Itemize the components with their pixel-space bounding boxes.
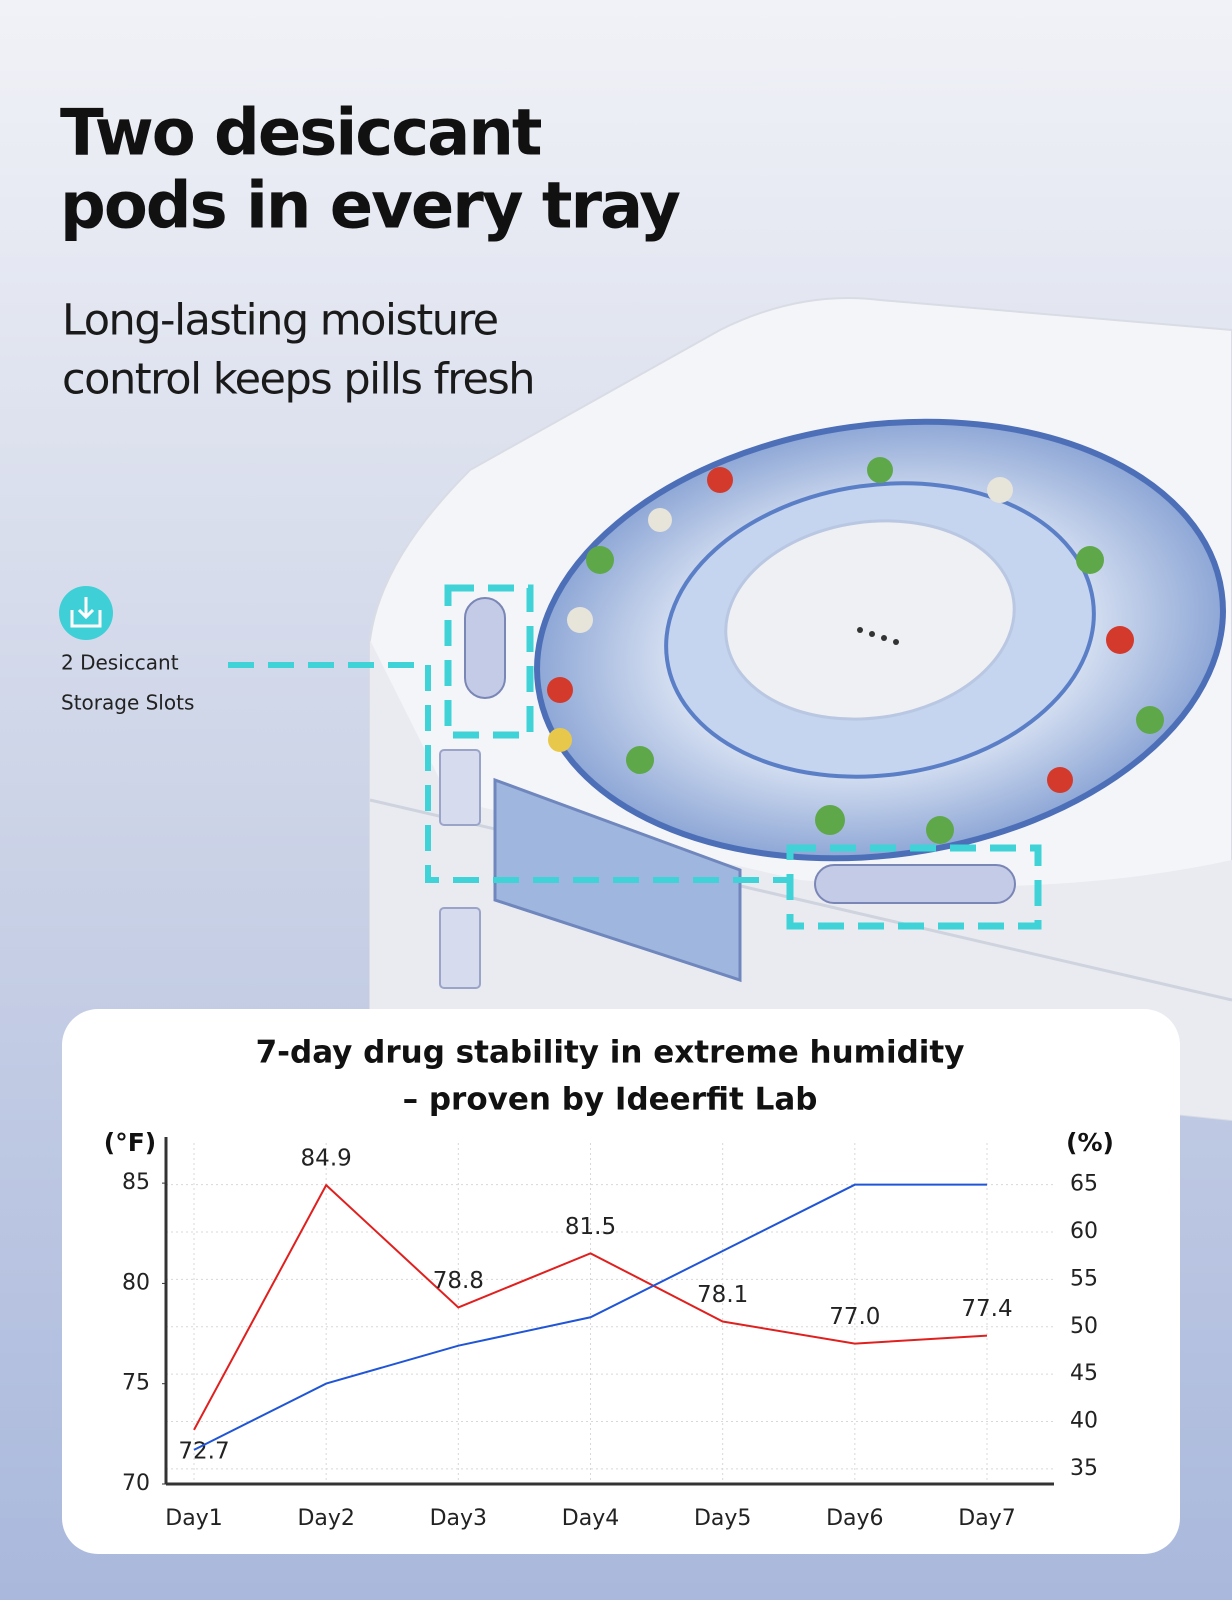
- chart-card: [62, 1009, 1180, 1554]
- data-line: [193, 1183, 987, 1451]
- x-tick-label: Day4: [562, 1506, 619, 1531]
- y2-tick-label: 60: [1070, 1219, 1098, 1244]
- x-tick-label: Day1: [165, 1506, 222, 1531]
- y2-tick-label: 45: [1070, 1361, 1098, 1386]
- y2-tick-label: 40: [1070, 1408, 1098, 1433]
- headline: pods in every tray: [60, 170, 680, 244]
- y-tick-label: 85: [122, 1170, 150, 1195]
- y-tick-label: 70: [122, 1471, 150, 1496]
- chart-title: – proven by Ideerfit Lab: [403, 1082, 818, 1118]
- y2-axis-label: (%): [1066, 1128, 1114, 1157]
- x-tick-label: Day2: [297, 1506, 354, 1531]
- data-label: 78.8: [433, 1268, 484, 1294]
- y-axis-label: (°F): [104, 1128, 156, 1157]
- y-tick-label: 75: [122, 1371, 150, 1396]
- data-label: 78.1: [697, 1282, 748, 1308]
- y2-tick-label: 55: [1070, 1266, 1098, 1291]
- data-line: [193, 1183, 988, 1431]
- x-tick-label: Day5: [694, 1506, 751, 1531]
- y-tick-label: 80: [122, 1270, 150, 1295]
- y2-tick-label: 35: [1070, 1456, 1098, 1481]
- x-tick-label: Day6: [826, 1506, 883, 1531]
- data-label: 77.0: [829, 1304, 880, 1330]
- callout-text: 2 Desiccant: [61, 651, 179, 675]
- product-illustration: [228, 297, 1232, 1122]
- data-label: 81.5: [565, 1214, 616, 1240]
- headline: Two desiccant: [60, 97, 542, 171]
- x-tick-label: Day3: [430, 1506, 487, 1531]
- chart-title: 7-day drug stability in extreme humidity: [256, 1035, 965, 1071]
- data-label: 72.7: [178, 1438, 229, 1464]
- x-tick-label: Day7: [958, 1506, 1015, 1531]
- callout-text: Storage Slots: [61, 691, 194, 715]
- callout-icon: [59, 586, 113, 640]
- subheadline: Long-lasting moisture: [62, 296, 498, 346]
- y2-tick-label: 50: [1070, 1314, 1098, 1339]
- subheadline: control keeps pills fresh: [62, 355, 534, 405]
- data-label: 77.4: [961, 1296, 1012, 1322]
- y2-tick-label: 65: [1070, 1172, 1098, 1197]
- data-label: 84.9: [301, 1146, 352, 1172]
- plot: Day1 Day2 Day3 Day4 Day5 Day6 Day7 35 40 45 50 55 60…: [122, 1137, 1098, 1531]
